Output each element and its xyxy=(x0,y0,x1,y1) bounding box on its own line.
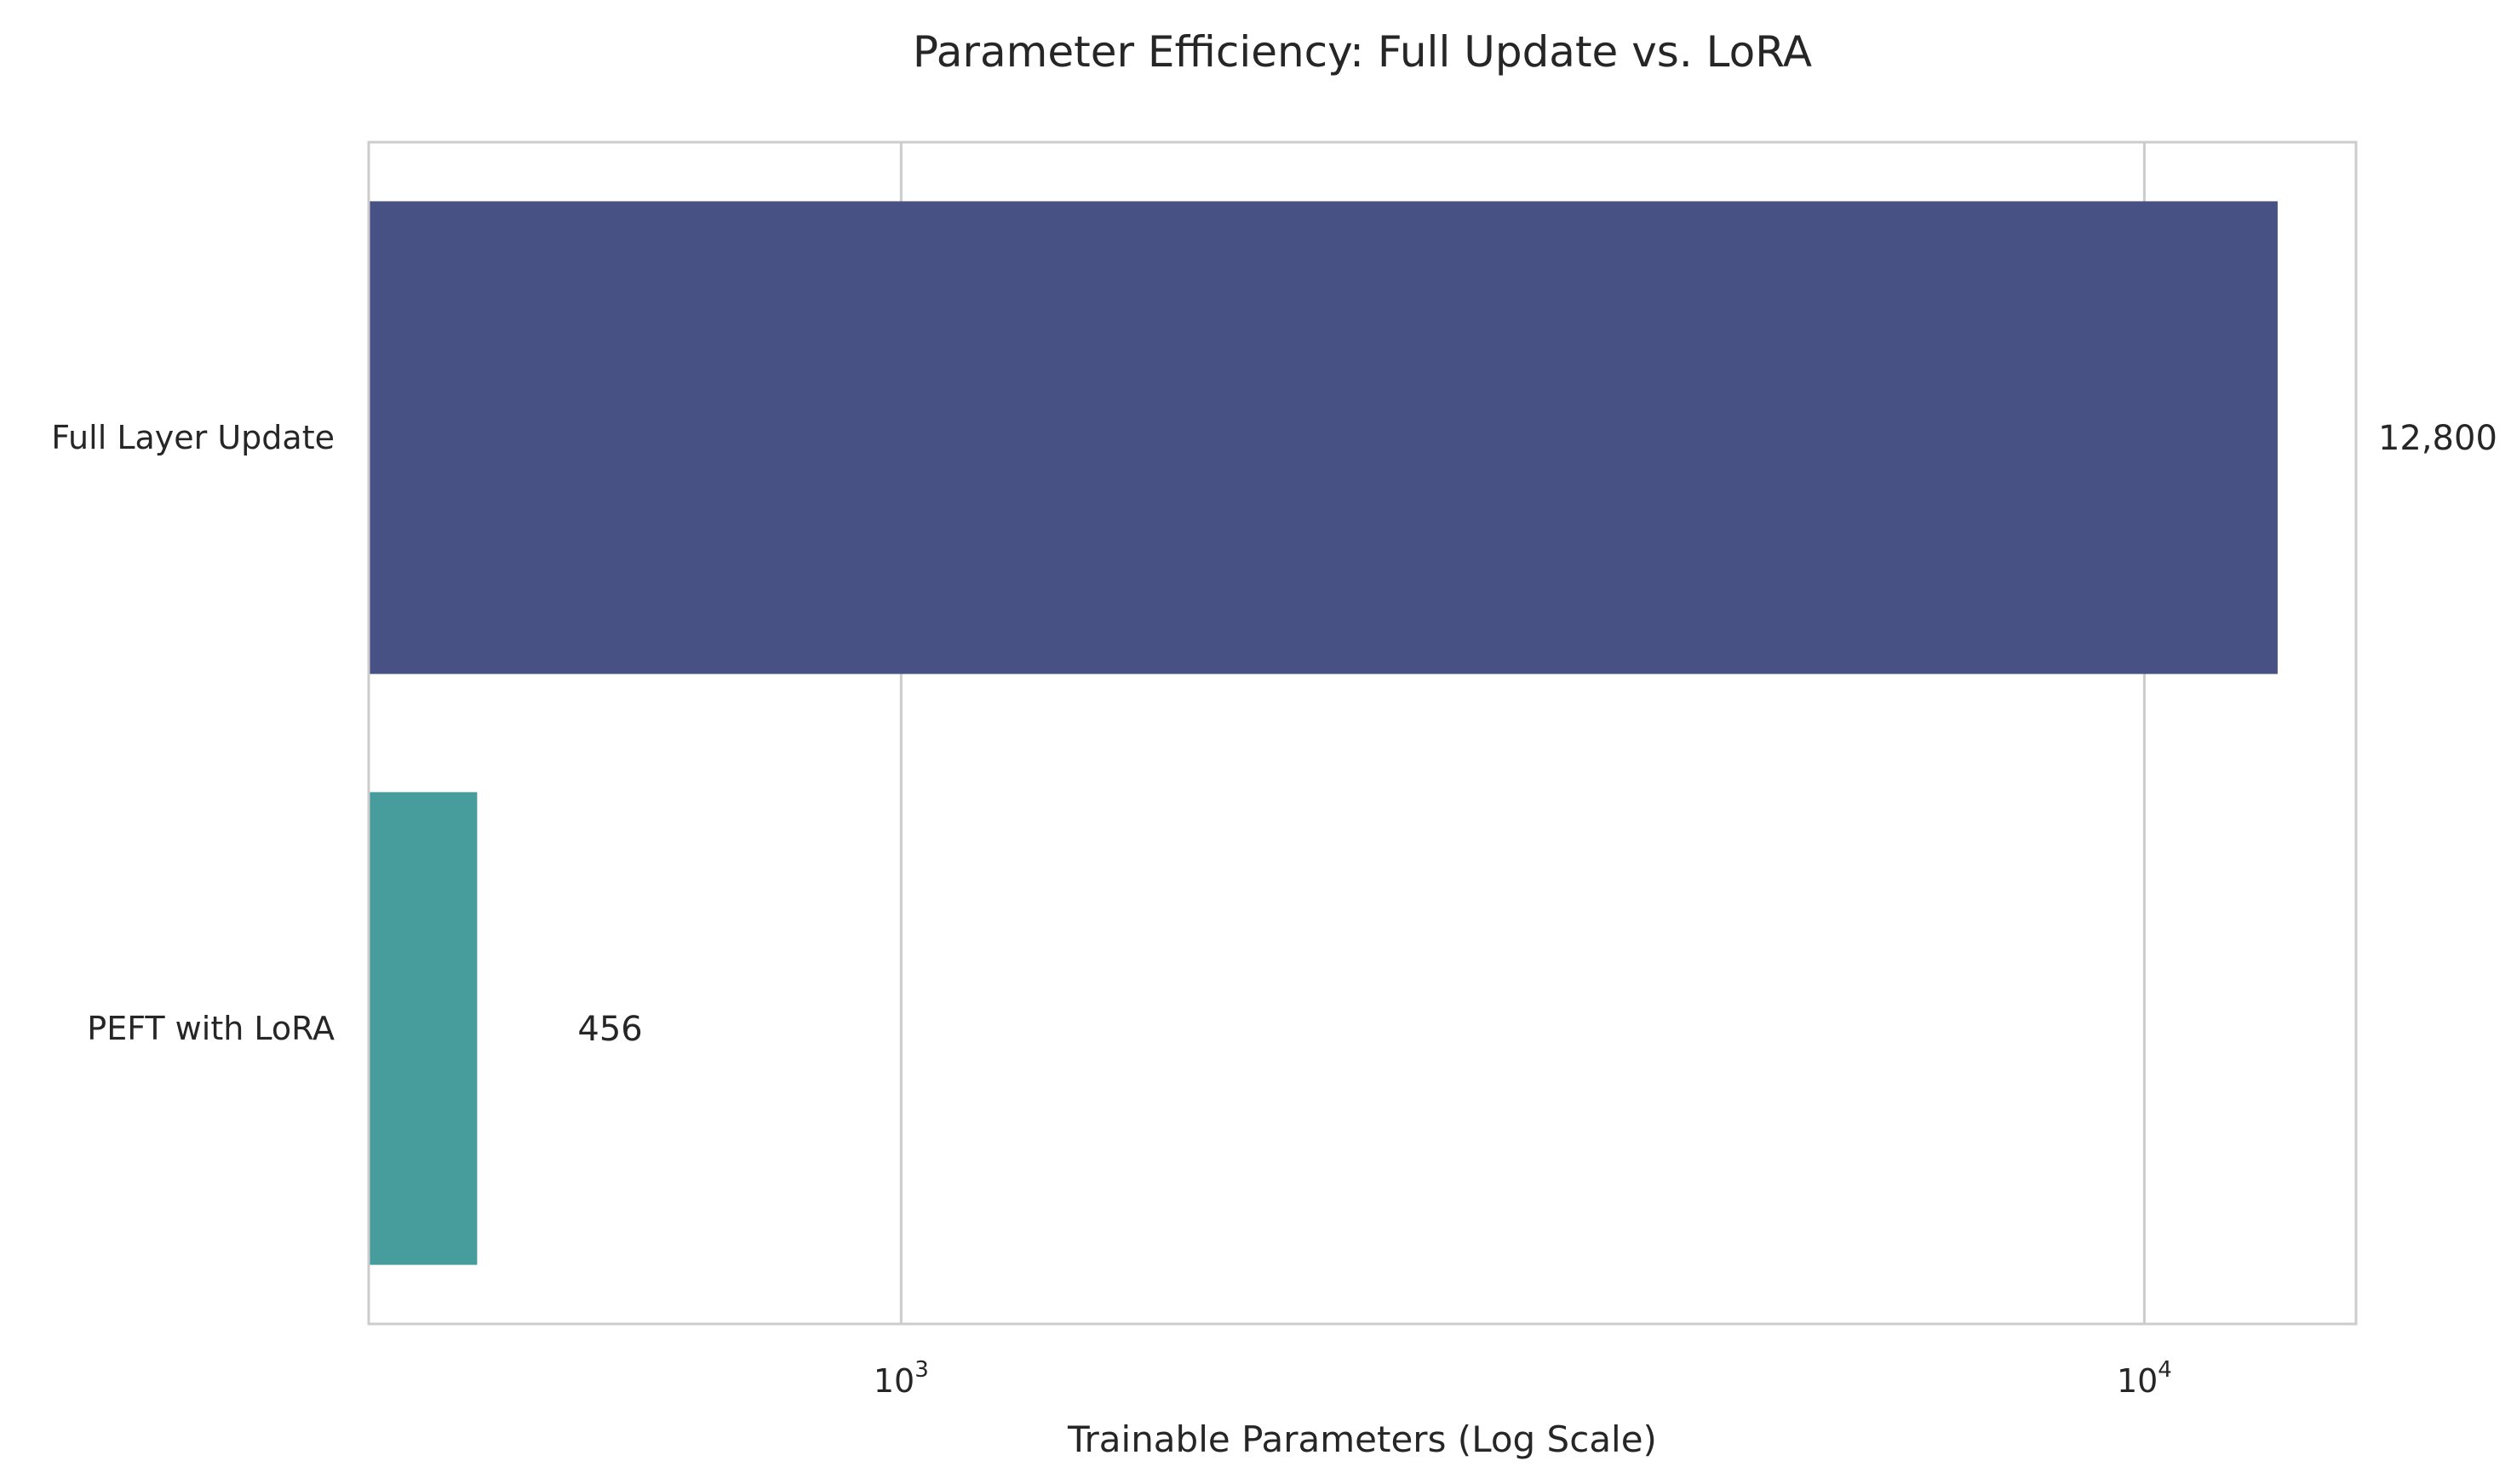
plot-frame xyxy=(367,140,2358,1326)
data-label-1: 456 xyxy=(577,1010,642,1049)
bar-1 xyxy=(369,792,478,1265)
data-labels: 12,800 456 xyxy=(577,419,2497,1049)
data-label-0: 12,800 xyxy=(2378,419,2497,458)
x-tick-labels: 103 104 xyxy=(874,1357,2172,1400)
bars xyxy=(369,201,2278,1265)
x-tick-label-1: 104 xyxy=(2117,1357,2172,1400)
x-axis-label: Trainable Parameters (Log Scale) xyxy=(1067,1418,1657,1460)
chart-title: Parameter Efficiency: Full Update vs. Lo… xyxy=(913,27,1812,77)
category-label-0: Full Layer Update xyxy=(51,419,335,456)
x-tick-label-0: 103 xyxy=(874,1357,929,1400)
bar-0 xyxy=(369,201,2278,674)
category-label-1: PEFT with LoRA xyxy=(87,1010,335,1047)
category-labels: Full Layer Update PEFT with LoRA xyxy=(51,419,335,1047)
